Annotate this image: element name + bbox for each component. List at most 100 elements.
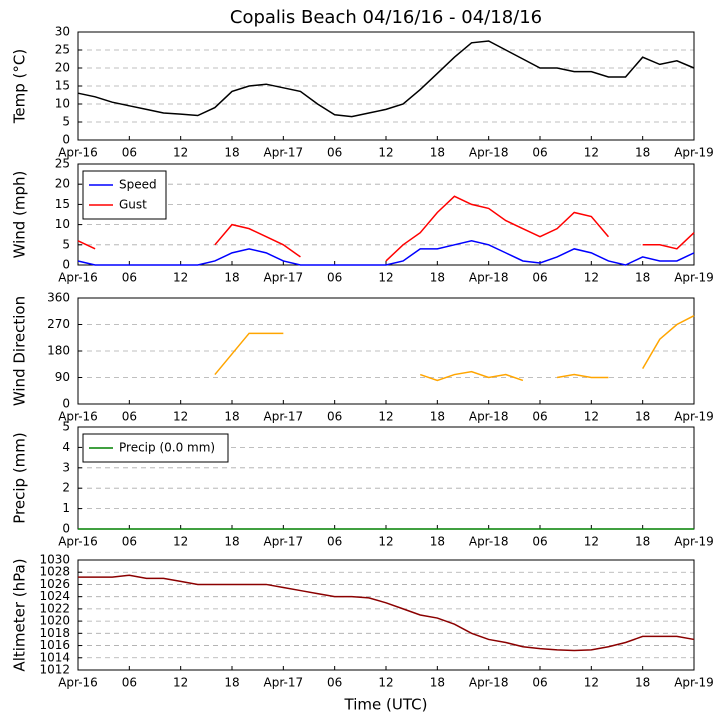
y-tick-label: 0	[62, 133, 70, 147]
x-tick-label: Apr-19	[674, 535, 714, 549]
x-tick-label: 12	[378, 271, 393, 285]
x-tick-label: 06	[327, 410, 342, 424]
x-tick-label: 18	[224, 676, 239, 690]
x-tick-label: 18	[635, 410, 650, 424]
y-tick-label: 5	[62, 237, 70, 251]
x-tick-label: 06	[122, 271, 137, 285]
x-tick-label: 06	[122, 410, 137, 424]
legend-box	[82, 170, 167, 220]
y-tick-label: 0	[62, 258, 70, 272]
x-tick-label: 12	[584, 410, 599, 424]
x-tick-label: 12	[584, 146, 599, 160]
x-tick-label: Apr-18	[469, 271, 509, 285]
y-tick-label: 1024	[39, 589, 70, 603]
y-tick-label: 25	[55, 43, 70, 57]
x-tick-label: 06	[532, 676, 547, 690]
y-axis-label: Altimeter (hPa)	[11, 558, 29, 671]
plot-frame	[77, 31, 695, 141]
x-tick-label: 06	[327, 535, 342, 549]
x-tick-label: 18	[635, 146, 650, 160]
x-tick-label: 18	[635, 271, 650, 285]
y-tick-label: 1016	[39, 638, 70, 652]
y-tick-label: 1018	[39, 626, 70, 640]
x-tick-label: 18	[635, 535, 650, 549]
y-tick-label: 1014	[39, 650, 70, 664]
x-tick-label: 12	[584, 676, 599, 690]
x-tick-label: Apr-18	[469, 535, 509, 549]
y-tick-label: 1026	[39, 577, 70, 591]
x-tick-label: 12	[378, 676, 393, 690]
x-tick-label: 18	[430, 146, 445, 160]
series-line	[214, 315, 695, 382]
x-axis-label: Time (UTC)	[344, 696, 428, 714]
series-line	[77, 195, 695, 262]
y-tick-label: 1	[62, 501, 70, 515]
x-tick-label: Apr-17	[264, 146, 304, 160]
x-tick-label: Apr-16	[58, 676, 98, 690]
x-tick-label: 06	[532, 535, 547, 549]
y-tick-label: 180	[47, 344, 70, 358]
x-tick-label: Apr-19	[674, 146, 714, 160]
x-tick-label: Apr-17	[264, 535, 304, 549]
y-tick-label: 1028	[39, 565, 70, 579]
x-tick-label: 06	[327, 676, 342, 690]
x-tick-label: 18	[430, 676, 445, 690]
x-tick-label: 12	[378, 146, 393, 160]
x-tick-label: 06	[532, 271, 547, 285]
x-tick-label: 06	[122, 535, 137, 549]
x-tick-label: 06	[532, 146, 547, 160]
x-tick-label: Apr-18	[469, 146, 509, 160]
x-tick-label: 12	[173, 410, 188, 424]
y-tick-label: 1030	[39, 553, 70, 567]
y-tick-label: 20	[55, 177, 70, 191]
x-tick-label: 18	[224, 146, 239, 160]
x-tick-label: 06	[122, 146, 137, 160]
x-tick-label: 18	[224, 410, 239, 424]
x-tick-label: 12	[584, 535, 599, 549]
y-tick-label: 2	[62, 481, 70, 495]
y-tick-label: 10	[55, 97, 70, 111]
x-tick-label: 12	[173, 676, 188, 690]
x-tick-label: 12	[584, 271, 599, 285]
x-tick-label: 18	[224, 535, 239, 549]
x-tick-label: 12	[173, 271, 188, 285]
series-line	[77, 40, 695, 118]
y-tick-label: 1022	[39, 601, 70, 615]
x-tick-label: 06	[122, 676, 137, 690]
y-tick-label: 0	[62, 397, 70, 411]
y-tick-label: 10	[55, 217, 70, 231]
y-axis-label: Wind (mph)	[11, 171, 29, 259]
y-tick-label: 15	[55, 79, 70, 93]
x-tick-label: 06	[327, 271, 342, 285]
x-tick-label: 18	[430, 271, 445, 285]
x-tick-label: 12	[173, 146, 188, 160]
y-tick-label: 5	[62, 115, 70, 129]
plot-frame	[77, 297, 695, 405]
x-tick-label: Apr-19	[674, 676, 714, 690]
x-tick-label: 12	[378, 535, 393, 549]
x-tick-label: Apr-19	[674, 271, 714, 285]
y-axis-label: Precip (mm)	[11, 432, 29, 523]
x-tick-label: 18	[430, 535, 445, 549]
series-line	[77, 239, 695, 266]
x-tick-label: 18	[430, 410, 445, 424]
x-tick-label: 12	[173, 535, 188, 549]
y-tick-label: 5	[62, 420, 70, 434]
chart-title: Copalis Beach 04/16/16 - 04/18/16	[230, 7, 542, 28]
x-tick-label: Apr-17	[264, 271, 304, 285]
y-tick-label: 360	[47, 291, 70, 305]
y-tick-label: 30	[55, 25, 70, 39]
legend-label: Speed	[119, 178, 157, 192]
x-tick-label: 12	[378, 410, 393, 424]
y-tick-label: 20	[55, 61, 70, 75]
x-tick-label: Apr-18	[469, 410, 509, 424]
legend-label: Gust	[119, 198, 147, 212]
y-axis-label: Wind Direction	[11, 296, 29, 406]
x-tick-label: Apr-18	[469, 676, 509, 690]
y-tick-label: 4	[62, 440, 70, 454]
y-tick-label: 0	[62, 522, 70, 536]
x-tick-label: Apr-17	[264, 676, 304, 690]
y-tick-label: 25	[55, 157, 70, 171]
x-tick-label: 06	[327, 146, 342, 160]
